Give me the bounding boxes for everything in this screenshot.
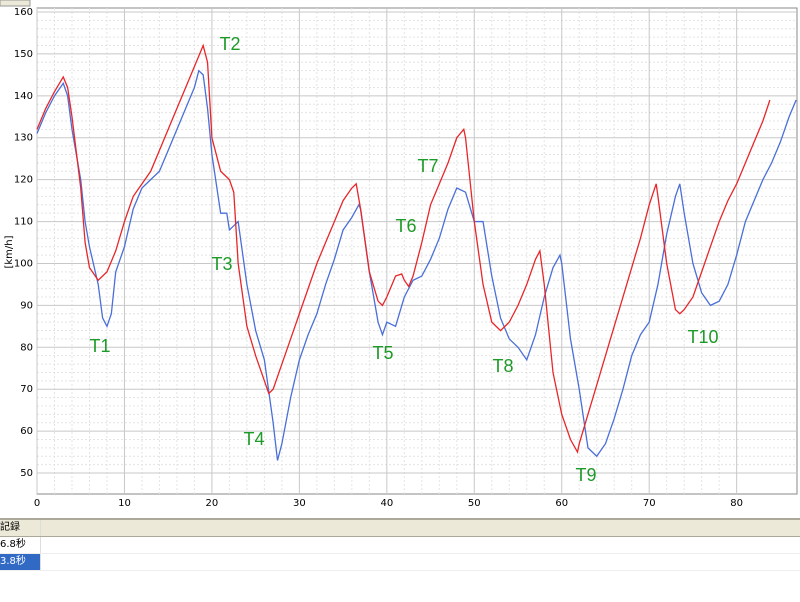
x-tick-label: 20 — [206, 498, 219, 509]
y-tick-label: 50 — [20, 468, 33, 479]
y-tick-label: 120 — [14, 175, 33, 186]
annotation: T3 — [211, 254, 232, 274]
y-tick-label: 80 — [20, 342, 33, 353]
x-tick-label: 40 — [380, 498, 393, 509]
annotation: T10 — [687, 327, 718, 347]
x-tick-label: 30 — [293, 498, 306, 509]
y-tick-label: 110 — [14, 217, 33, 228]
y-tick-label: 140 — [14, 91, 33, 102]
y-tick-label: 100 — [14, 258, 33, 269]
toolbar — [0, 0, 31, 7]
x-tick-label: 80 — [730, 498, 743, 509]
plot-area — [36, 7, 798, 495]
y-tick-label: 150 — [14, 49, 33, 60]
chart: [km/h] 50 60 70 80 90 100 110 120 130 140 150 160 0 1… — [0, 0, 798, 509]
table-header: 記録 — [0, 520, 41, 536]
x-tick-label: 70 — [643, 498, 656, 509]
y-tick-label: 70 — [20, 384, 33, 395]
speed-line — [36, 69, 797, 461]
annotation: T7 — [417, 156, 438, 176]
table-row[interactable]: 6.8秒 — [0, 537, 800, 554]
table-cell: 6.8秒 — [0, 537, 41, 553]
annotation: T6 — [395, 216, 416, 236]
annotation: T9 — [575, 465, 596, 485]
y-tick-label: 130 — [14, 133, 33, 144]
annotation: T8 — [492, 356, 513, 376]
x-tick-label: 60 — [555, 498, 568, 509]
x-tick-label: 10 — [118, 498, 131, 509]
annotation: T1 — [89, 336, 110, 356]
speed-line — [36, 43, 771, 454]
annotation: T2 — [219, 34, 240, 54]
y-axis-label: [km/h] — [4, 235, 15, 268]
y-tick-label: 90 — [20, 300, 33, 311]
annotation: T4 — [243, 429, 264, 449]
x-tick-label: 50 — [468, 498, 481, 509]
annotation: T5 — [372, 343, 393, 363]
record-table: 記録 6.8秒 3.8秒 — [0, 518, 800, 602]
y-tick-label: 160 — [14, 7, 33, 18]
x-tick-label: 0 — [34, 498, 40, 509]
y-tick-label: 60 — [20, 426, 33, 437]
table-cell: 3.8秒 — [0, 554, 41, 570]
table-row[interactable]: 3.8秒 — [0, 554, 800, 571]
